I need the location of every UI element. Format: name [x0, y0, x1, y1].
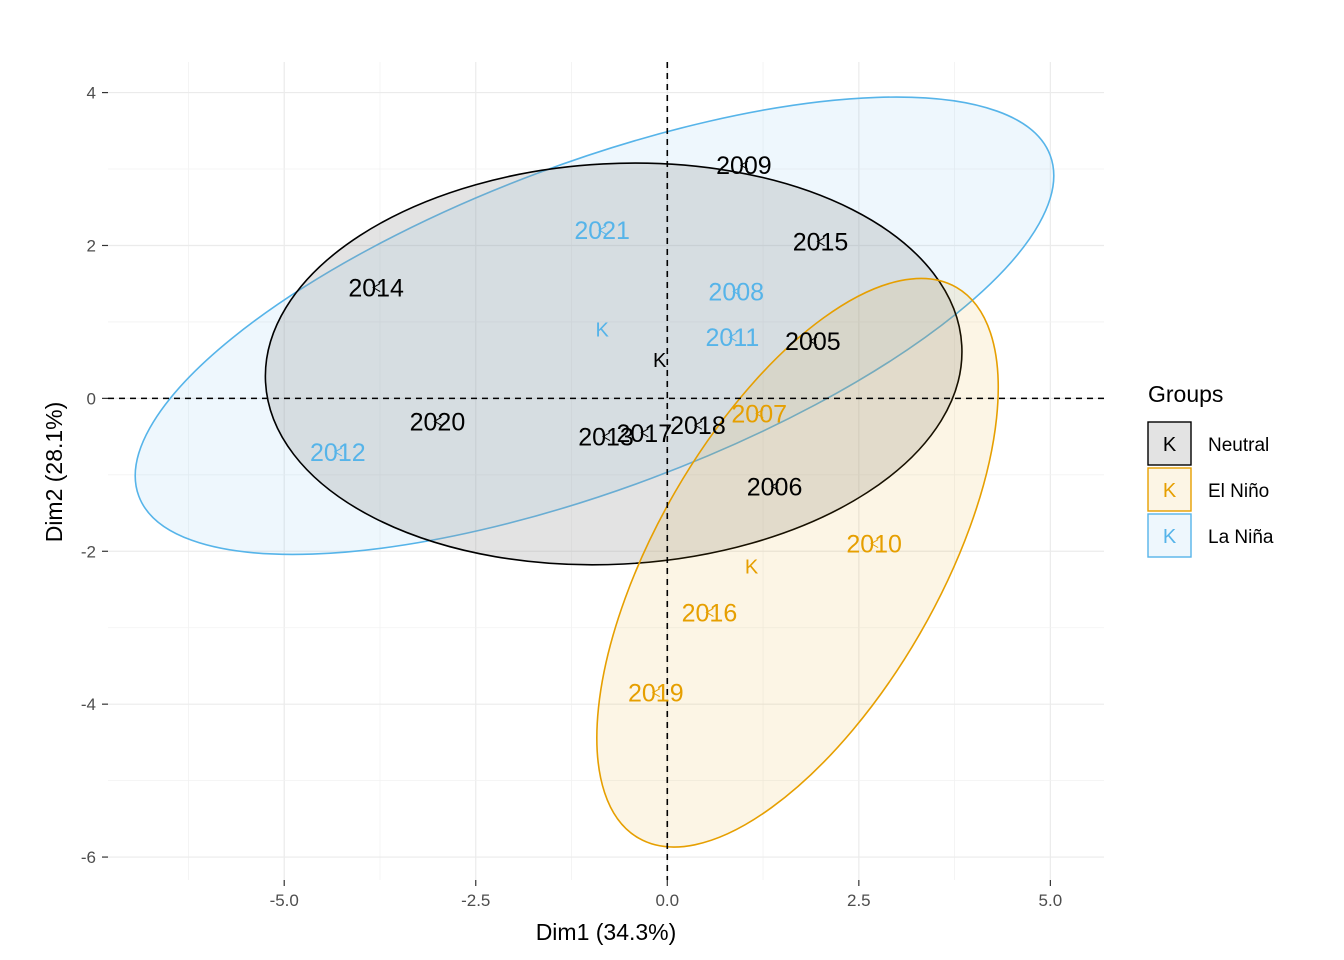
point-label: 2021 — [574, 217, 630, 245]
point-label: 2011 — [706, 324, 760, 352]
point-label: 2019 — [628, 680, 684, 708]
x-axis-title: Dim1 (34.3%) — [536, 919, 677, 945]
legend-item-neutral: K Neutral — [1147, 421, 1269, 466]
legend-label: El Niño — [1208, 481, 1269, 502]
centroid-el-nino: K — [745, 557, 759, 579]
point-label: 2020 — [410, 408, 466, 436]
axis-layer: -5.0 -2.5 0.0 2.5 5.0 -6 -4 -2 0 2 4 — [81, 84, 1062, 910]
data-point-2007: 2007 — [731, 401, 787, 429]
legend-key-glyph: K — [1163, 526, 1177, 548]
legend-title: Groups — [1148, 381, 1223, 407]
point-label: 2008 — [708, 278, 764, 306]
point-label: 2015 — [793, 229, 849, 257]
point-label: 2007 — [731, 401, 787, 429]
data-point-2018: 2018 — [670, 412, 726, 440]
data-point-2008: 2008 — [708, 278, 764, 306]
point-label: 2010 — [846, 531, 902, 559]
ellipse-layer — [134, 96, 1055, 848]
confidence-ellipse-el-nino — [596, 277, 1000, 848]
point-marker — [598, 225, 607, 235]
data-point-2016: 2016 — [682, 599, 738, 627]
y-tick-label: 4 — [87, 84, 96, 103]
point-label: 2013 — [578, 424, 634, 452]
y-tick-label: 2 — [87, 236, 96, 255]
point-marker — [770, 481, 779, 491]
data-point-2014: 2014 — [348, 275, 404, 303]
centroid-neutral: K — [653, 350, 667, 372]
confidence-ellipse-la-nina — [134, 96, 1055, 556]
y-tick-label: -6 — [81, 848, 96, 867]
point-label: 2005 — [785, 328, 841, 356]
x-tick-label: 2.5 — [847, 891, 871, 910]
legend-label: La Niña — [1208, 527, 1274, 548]
point-marker — [728, 332, 737, 342]
y-tick-label: 0 — [87, 389, 96, 408]
x-tick-label: -5.0 — [270, 891, 299, 910]
point-marker — [870, 539, 879, 549]
point-marker — [651, 688, 661, 698]
legend-item-el-nino: K El Niño — [1147, 467, 1269, 512]
point-marker — [433, 416, 442, 426]
point-marker — [705, 607, 714, 617]
point-label: 2006 — [747, 473, 803, 501]
point-marker — [732, 286, 741, 296]
data-point-2005: 2005 — [785, 328, 841, 356]
point-marker — [601, 432, 611, 442]
legend-key — [1147, 467, 1192, 512]
data-point-2010: 2010 — [846, 531, 902, 559]
reference-lines — [108, 62, 1104, 880]
legend-label: Neutral — [1208, 435, 1269, 456]
point-marker — [640, 428, 649, 438]
point-label: 2016 — [682, 599, 738, 627]
data-point-2009: 2009 — [716, 152, 772, 180]
data-point-2013: 2013 — [578, 424, 634, 452]
point-marker — [816, 237, 825, 247]
legend-key-glyph: K — [1163, 480, 1177, 502]
x-tick-label: 0.0 — [655, 891, 679, 910]
data-point-2017: 2017 — [616, 420, 672, 448]
data-point-2012: 2012 — [310, 439, 366, 467]
data-point-2015: 2015 — [793, 229, 849, 257]
legend-key — [1147, 421, 1192, 466]
data-point-2021: 2021 — [574, 217, 630, 245]
legend: Groups K Neutral K El Niño K La Niña — [1147, 381, 1274, 558]
legend-key — [1147, 513, 1192, 558]
point-marker — [333, 447, 343, 457]
centroid-layer: K K K — [595, 320, 758, 579]
point-label: 2017 — [616, 420, 672, 448]
point-marker — [372, 283, 381, 292]
data-point-2019: 2019 — [628, 680, 684, 708]
y-axis-title: Dim2 (28.1%) — [41, 402, 67, 543]
x-tick-label: -2.5 — [461, 891, 490, 910]
legend-item-la-nina: K La Niña — [1147, 513, 1274, 558]
point-marker — [693, 420, 703, 430]
point-label: 2009 — [716, 152, 772, 180]
point-marker — [755, 409, 764, 419]
legend-items: K Neutral K El Niño K La Niña — [1147, 421, 1274, 558]
confidence-ellipse-neutral — [264, 162, 963, 566]
legend-key-glyph: K — [1163, 434, 1177, 456]
y-tick-label: -2 — [81, 542, 96, 561]
data-point-2020: 2020 — [410, 408, 466, 436]
centroid-la-nina: K — [595, 320, 609, 342]
point-marker — [808, 336, 818, 346]
point-label: 2014 — [348, 275, 404, 303]
point-label: 2018 — [670, 412, 726, 440]
point-marker — [739, 160, 749, 170]
data-point-2006: 2006 — [747, 473, 803, 501]
data-point-2011: 2011 — [706, 324, 760, 352]
point-label: 2012 — [310, 439, 366, 467]
y-tick-label: -4 — [81, 695, 96, 714]
x-tick-label: 5.0 — [1039, 891, 1063, 910]
